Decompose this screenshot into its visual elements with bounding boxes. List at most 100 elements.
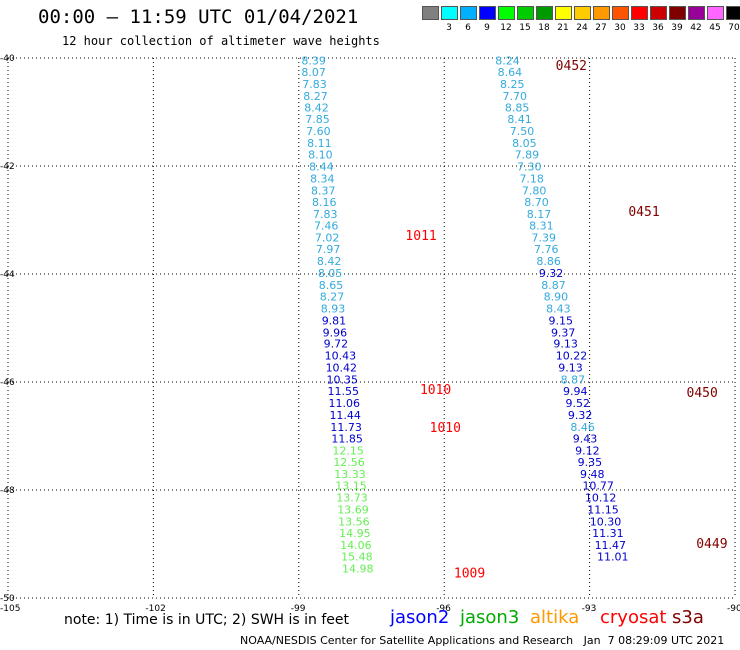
swh-value: 7.85 (305, 113, 330, 126)
swh-value: 8.43 (546, 303, 571, 316)
swh-value: 10.35 (327, 373, 359, 386)
map-title: 00:00 – 11:59 UTC 01/04/2021 (38, 6, 359, 28)
swh-value: 7.50 (510, 125, 535, 138)
legend-swatch (707, 6, 724, 20)
swh-value: 10.42 (326, 361, 358, 374)
swh-value: 8.05 (512, 137, 537, 150)
swh-value: 7.30 (517, 161, 542, 174)
swh-value: 12.56 (333, 456, 365, 469)
legend-swatch (612, 6, 629, 20)
swh-value: 8.85 (505, 102, 530, 115)
legend-label: 70 (728, 23, 740, 33)
swh-value: 7.80 (522, 184, 547, 197)
swh-value: 8.11 (307, 137, 332, 150)
swh-value: 9.35 (578, 456, 603, 469)
swh-value: 13.69 (337, 503, 369, 516)
legend-label: 3 (446, 23, 452, 33)
swh-value: 8.41 (507, 113, 532, 126)
swh-value: 14.95 (339, 527, 371, 540)
swh-value: 11.55 (328, 385, 360, 398)
swh-value: 9.52 (565, 397, 590, 410)
swh-value: 8.87 (561, 373, 586, 386)
swh-value: 13.73 (336, 492, 368, 505)
pass-label: 1010 (420, 383, 451, 398)
lat-tick-label: -50 (0, 594, 15, 604)
swh-value: 11.47 (595, 539, 627, 552)
satellite-label: jason3 (460, 607, 520, 628)
swh-value: 8.42 (304, 102, 329, 115)
credit-line: NOAA/NESDIS Center for Satellite Applica… (240, 634, 725, 647)
swh-value: 8.90 (544, 291, 569, 304)
swh-value: 9.32 (568, 409, 593, 422)
swh-value: 8.31 (529, 219, 554, 232)
swh-value: 8.93 (321, 303, 346, 316)
legend-swatch (479, 6, 496, 20)
swh-value: 11.73 (330, 421, 362, 434)
pass-label: 0451 (628, 205, 659, 220)
legend-swatch (650, 6, 667, 20)
swh-value: 8.24 (495, 55, 520, 68)
swh-value: 8.07 (301, 66, 326, 79)
swh-value: 10.43 (325, 350, 357, 363)
legend-label: 21 (557, 23, 569, 33)
swh-value: 8.87 (541, 279, 566, 292)
lon-tick-label: -102 (145, 604, 165, 614)
lat-tick-label: -48 (0, 486, 15, 496)
pass-label: 1010 (430, 421, 461, 436)
swh-value: 9.72 (324, 338, 349, 351)
satellite-label: cryosat (600, 607, 667, 628)
swh-value: 9.81 (322, 314, 347, 327)
legend-swatch (517, 6, 534, 20)
swh-value: 8.34 (310, 172, 335, 185)
swh-value: 7.83 (313, 208, 338, 221)
satellite-label: altika (530, 607, 580, 628)
legend-swatch (498, 6, 515, 20)
footer-note: note: 1) Time is in UTC; 2) SWH is in fe… (64, 612, 350, 628)
legend-swatch (536, 6, 553, 20)
swh-value: 8.64 (498, 66, 523, 79)
legend-label: 9 (484, 23, 490, 33)
pass-label: 1009 (454, 567, 485, 582)
swh-value: 8.05 (318, 267, 343, 280)
swh-value: 9.94 (563, 385, 588, 398)
lon-tick-label: -99 (291, 604, 306, 614)
swh-value: 14.06 (340, 539, 372, 552)
swh-value: 8.39 (301, 55, 326, 68)
swh-value: 7.18 (519, 172, 544, 185)
swh-value: 13.33 (334, 468, 366, 481)
pass-label: 0452 (556, 59, 587, 74)
swh-value: 8.16 (312, 196, 337, 209)
legend-swatch (422, 6, 439, 20)
swh-value: 9.37 (551, 326, 576, 339)
swh-value: 7.70 (502, 90, 527, 103)
legend-label: 18 (538, 23, 550, 33)
swh-value: 8.17 (527, 208, 552, 221)
swh-value: 7.02 (315, 231, 340, 244)
swh-value: 12.15 (332, 445, 364, 458)
legend-label: 39 (671, 23, 683, 33)
legend-label: 45 (709, 23, 721, 33)
swh-value: 10.30 (590, 515, 622, 528)
swh-value: 11.15 (587, 503, 619, 516)
swh-value: 7.89 (515, 149, 540, 162)
legend-label: 33 (633, 23, 645, 33)
swh-value: 8.25 (500, 78, 525, 91)
legend-label: 27 (595, 23, 607, 33)
legend-label: 42 (690, 23, 702, 33)
legend-label: 12 (500, 23, 512, 33)
legend-swatch (574, 6, 591, 20)
swh-value: 11.85 (331, 433, 363, 446)
swh-value: 8.65 (319, 279, 344, 292)
swh-value: 10.77 (582, 480, 614, 493)
pass-label: 1011 (405, 229, 436, 244)
swh-value: 11.01 (597, 550, 629, 563)
swh-value: 7.76 (534, 243, 559, 256)
swh-value: 13.56 (338, 515, 370, 528)
pass-label: 0450 (687, 386, 718, 401)
swh-value: 10.22 (556, 350, 588, 363)
satellite-label: jason2 (390, 607, 450, 628)
lat-tick-label: -46 (0, 378, 15, 388)
map-subtitle: 12 hour collection of altimeter wave hei… (62, 34, 380, 48)
swh-value: 8.27 (320, 291, 345, 304)
